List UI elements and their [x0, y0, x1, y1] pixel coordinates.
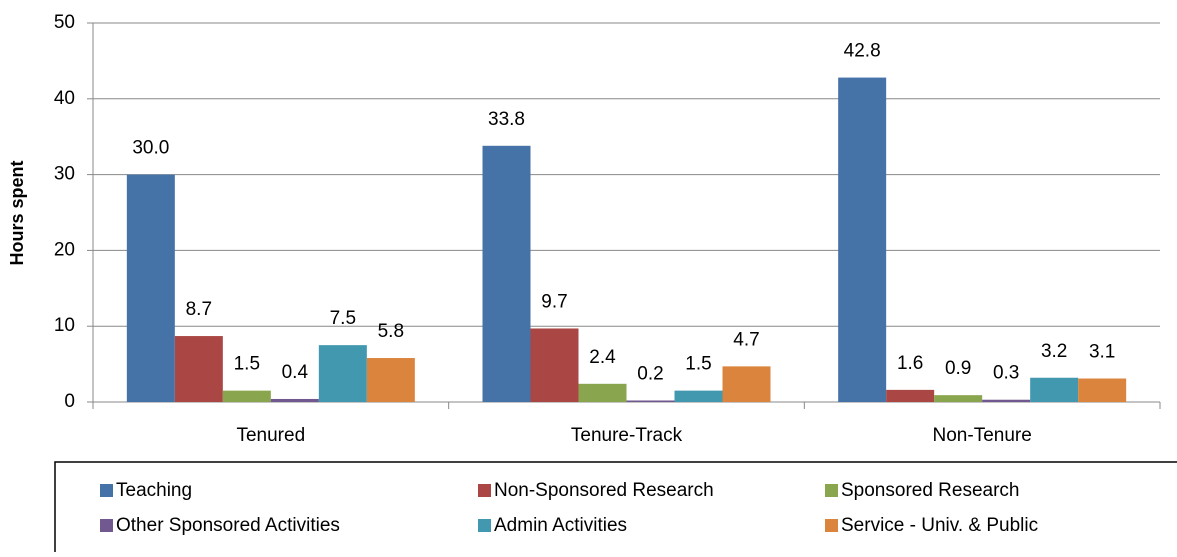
data-label: 30.0	[132, 138, 169, 159]
bar	[174, 336, 223, 402]
data-label: 5.8	[378, 321, 404, 342]
bar	[366, 358, 415, 402]
data-label: 1.5	[685, 354, 711, 375]
bar	[934, 395, 983, 402]
data-label: 42.8	[844, 41, 881, 62]
bar	[578, 383, 627, 402]
bar	[626, 400, 675, 402]
data-label: 0.2	[637, 363, 663, 384]
data-label: 1.5	[234, 354, 260, 375]
legend-swatch	[100, 484, 113, 497]
legend-swatch	[100, 519, 113, 532]
bar	[318, 345, 367, 402]
data-label: 0.3	[993, 363, 1019, 384]
bar	[530, 328, 579, 402]
data-label: 7.5	[330, 308, 356, 329]
y-tick-label: 30	[54, 164, 75, 185]
x-tick-label: Non-Tenure	[933, 425, 1032, 446]
bar	[482, 145, 531, 402]
legend-label: Sponsored Research	[841, 480, 1020, 501]
legend-label: Non-Sponsored Research	[494, 480, 714, 501]
data-label: 8.7	[186, 299, 212, 320]
data-label: 0.9	[945, 358, 971, 379]
legend-label: Admin Activities	[494, 515, 627, 536]
data-label: 4.7	[733, 329, 759, 350]
y-tick-label: 10	[54, 315, 75, 336]
data-label: 1.6	[897, 353, 923, 374]
legend-swatch	[825, 484, 838, 497]
x-tick-label: Tenured	[236, 425, 305, 446]
y-tick-label: 0	[64, 391, 75, 412]
legend-box	[54, 461, 1177, 557]
data-label: 3.2	[1041, 341, 1067, 362]
bar	[722, 366, 771, 402]
data-label: 33.8	[488, 109, 525, 130]
bar	[838, 77, 887, 403]
y-axis-label: Hours spent	[7, 160, 27, 265]
data-label: 0.4	[282, 362, 309, 383]
bar	[1030, 377, 1079, 402]
y-tick-label: 50	[54, 12, 75, 33]
legend-swatch	[478, 519, 491, 532]
y-tick-label: 20	[54, 239, 75, 260]
data-label: 3.1	[1089, 342, 1115, 363]
x-tick-label: Tenure-Track	[571, 425, 683, 446]
legend-label: Teaching	[116, 480, 192, 501]
legend-label: Service - Univ. & Public	[841, 515, 1038, 536]
y-tick-label: 40	[54, 88, 75, 109]
bar	[674, 390, 723, 402]
legend-swatch	[825, 519, 838, 532]
bar	[270, 398, 319, 402]
bar	[982, 399, 1031, 402]
data-label: 9.7	[541, 291, 567, 312]
data-label: 2.4	[589, 347, 616, 368]
legend-label: Other Sponsored Activities	[116, 515, 340, 536]
legend-swatch	[478, 484, 491, 497]
bar	[886, 389, 935, 402]
bar	[1078, 378, 1127, 402]
bar	[222, 390, 271, 402]
bar	[126, 174, 175, 402]
